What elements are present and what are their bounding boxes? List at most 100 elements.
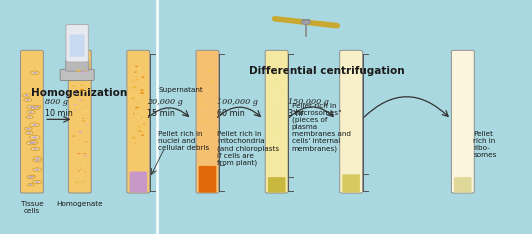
Ellipse shape <box>32 124 37 126</box>
Text: 100,000 g: 100,000 g <box>217 99 257 106</box>
Ellipse shape <box>35 160 39 161</box>
Ellipse shape <box>132 80 134 81</box>
Ellipse shape <box>34 148 37 150</box>
Ellipse shape <box>131 137 135 138</box>
FancyBboxPatch shape <box>127 50 150 193</box>
FancyBboxPatch shape <box>268 177 286 193</box>
Ellipse shape <box>82 91 86 92</box>
Ellipse shape <box>275 72 276 73</box>
Text: Pellet rich in
"microsomes"
(pieces of
plasma
membranes and
cells' internal
memb: Pellet rich in "microsomes" (pieces of p… <box>292 103 351 152</box>
Ellipse shape <box>78 139 81 141</box>
Ellipse shape <box>204 121 206 122</box>
Ellipse shape <box>33 168 41 171</box>
Ellipse shape <box>31 106 39 110</box>
Ellipse shape <box>30 141 38 144</box>
Ellipse shape <box>212 82 215 83</box>
Ellipse shape <box>78 170 80 171</box>
Ellipse shape <box>81 181 85 183</box>
Ellipse shape <box>208 71 211 73</box>
Ellipse shape <box>212 127 214 128</box>
FancyBboxPatch shape <box>343 174 360 193</box>
Ellipse shape <box>84 184 86 185</box>
Ellipse shape <box>30 71 39 74</box>
Ellipse shape <box>76 70 81 72</box>
Ellipse shape <box>34 157 42 160</box>
Ellipse shape <box>84 141 88 143</box>
Ellipse shape <box>33 159 41 162</box>
Ellipse shape <box>26 116 33 118</box>
Ellipse shape <box>131 113 133 114</box>
Ellipse shape <box>75 182 80 183</box>
Ellipse shape <box>136 96 140 98</box>
Text: Pellet rich in
nuclei and
cellular debris: Pellet rich in nuclei and cellular debri… <box>158 131 209 151</box>
Ellipse shape <box>81 121 85 122</box>
Ellipse shape <box>81 71 85 73</box>
Ellipse shape <box>27 132 31 134</box>
Ellipse shape <box>32 137 37 139</box>
Ellipse shape <box>80 84 84 86</box>
Ellipse shape <box>132 68 135 70</box>
Ellipse shape <box>132 86 137 88</box>
Ellipse shape <box>28 116 31 117</box>
Ellipse shape <box>25 132 33 135</box>
FancyBboxPatch shape <box>20 50 44 193</box>
FancyBboxPatch shape <box>130 172 147 193</box>
Ellipse shape <box>207 89 210 90</box>
Ellipse shape <box>135 66 138 67</box>
Text: Pellet
rich in
ribo-
somes: Pellet rich in ribo- somes <box>473 131 497 158</box>
Ellipse shape <box>74 104 77 105</box>
Ellipse shape <box>135 79 139 81</box>
Text: Homogenate: Homogenate <box>56 201 103 207</box>
Ellipse shape <box>137 68 142 70</box>
Ellipse shape <box>29 111 33 113</box>
Ellipse shape <box>82 164 84 165</box>
Ellipse shape <box>28 183 34 186</box>
Ellipse shape <box>211 80 214 82</box>
FancyBboxPatch shape <box>199 166 216 193</box>
FancyBboxPatch shape <box>60 69 94 80</box>
Ellipse shape <box>133 137 137 139</box>
Ellipse shape <box>82 84 84 85</box>
FancyBboxPatch shape <box>265 50 288 193</box>
FancyBboxPatch shape <box>66 25 88 62</box>
Ellipse shape <box>82 68 85 69</box>
FancyBboxPatch shape <box>451 50 475 193</box>
Ellipse shape <box>134 73 137 74</box>
Ellipse shape <box>207 70 209 71</box>
Ellipse shape <box>27 176 34 179</box>
Ellipse shape <box>134 143 136 144</box>
Ellipse shape <box>203 106 206 107</box>
Ellipse shape <box>33 180 42 184</box>
Ellipse shape <box>27 128 30 129</box>
Ellipse shape <box>29 184 32 185</box>
Ellipse shape <box>270 102 271 103</box>
Ellipse shape <box>131 98 135 99</box>
Ellipse shape <box>80 100 84 101</box>
Ellipse shape <box>200 100 203 102</box>
Ellipse shape <box>140 113 143 114</box>
Ellipse shape <box>276 135 278 136</box>
Ellipse shape <box>32 142 36 143</box>
Ellipse shape <box>83 110 85 111</box>
Ellipse shape <box>85 171 86 172</box>
Text: 10 min: 10 min <box>45 109 73 118</box>
Text: Differential centrifugation: Differential centrifugation <box>250 66 405 76</box>
Ellipse shape <box>202 105 204 106</box>
Ellipse shape <box>36 106 39 107</box>
Ellipse shape <box>276 118 277 119</box>
Ellipse shape <box>212 91 214 92</box>
Ellipse shape <box>132 81 133 82</box>
FancyBboxPatch shape <box>65 60 89 71</box>
Ellipse shape <box>134 72 137 73</box>
Text: 800 g: 800 g <box>45 99 68 106</box>
Ellipse shape <box>132 120 134 121</box>
Ellipse shape <box>27 141 37 145</box>
Text: 3 hr: 3 hr <box>288 109 304 118</box>
Ellipse shape <box>137 125 141 127</box>
Ellipse shape <box>139 131 142 132</box>
Ellipse shape <box>76 124 79 125</box>
Ellipse shape <box>31 147 40 150</box>
Ellipse shape <box>34 107 37 109</box>
Ellipse shape <box>24 98 32 102</box>
Ellipse shape <box>203 120 204 121</box>
